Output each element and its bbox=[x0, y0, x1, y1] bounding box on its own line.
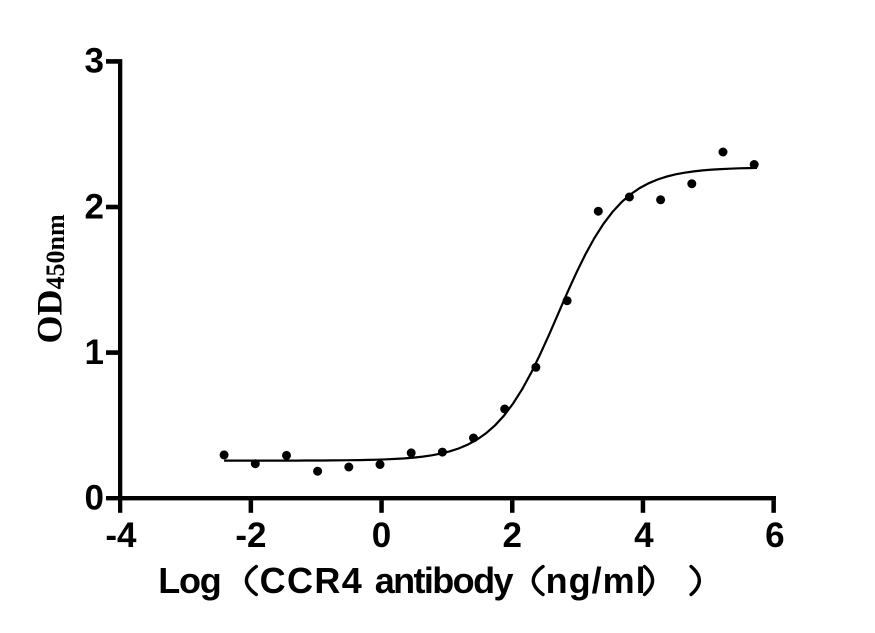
svg-text:CCR4: CCR4 bbox=[260, 560, 364, 601]
svg-text:0: 0 bbox=[372, 516, 391, 555]
svg-text:0: 0 bbox=[85, 479, 104, 518]
svg-text:antibody: antibody bbox=[375, 560, 514, 601]
svg-text:ng/ml: ng/ml bbox=[546, 560, 647, 601]
svg-text:3: 3 bbox=[85, 42, 104, 81]
svg-text:1: 1 bbox=[85, 333, 104, 372]
svg-text:-4: -4 bbox=[105, 516, 137, 555]
svg-text:2: 2 bbox=[85, 187, 104, 226]
svg-text:6: 6 bbox=[765, 516, 784, 555]
svg-text:2: 2 bbox=[502, 516, 521, 555]
svg-text:4: 4 bbox=[634, 516, 654, 555]
svg-text:-2: -2 bbox=[235, 516, 266, 555]
svg-text:Log: Log bbox=[158, 560, 220, 601]
